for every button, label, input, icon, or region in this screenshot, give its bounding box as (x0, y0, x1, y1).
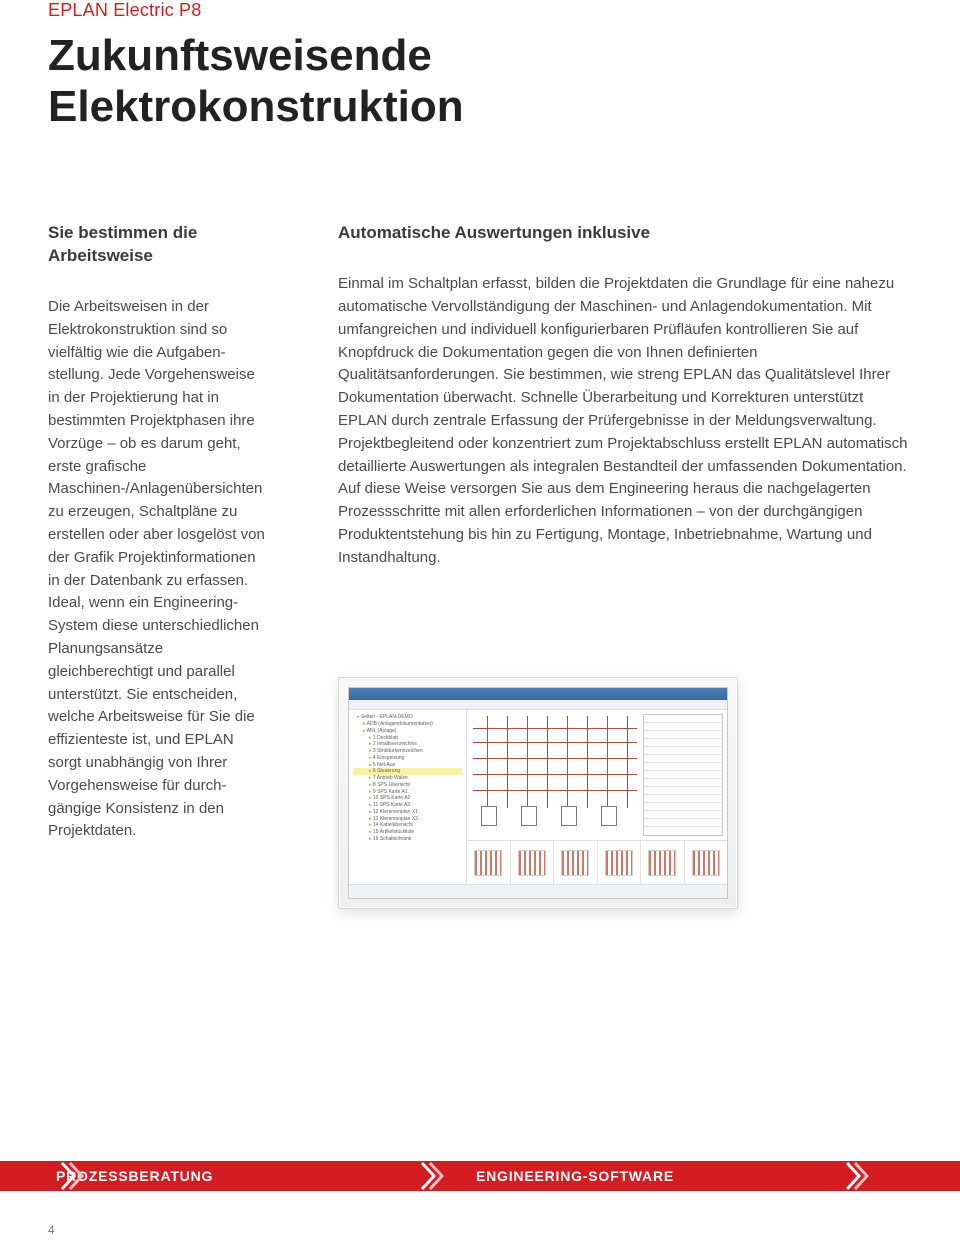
footer-segment-2: ENGINEERING-SOFTWARE (420, 1161, 840, 1191)
schematic-hline (473, 742, 637, 743)
report-row (644, 819, 722, 827)
report-row (644, 763, 722, 771)
tree-node: 6 Steuerung (353, 768, 462, 775)
report-row (644, 723, 722, 731)
right-subhead: Automatische Auswertungen inklusive (338, 222, 912, 245)
schematic-component (601, 806, 617, 826)
tree-node: ANL (Anlage) (353, 728, 462, 735)
tree-node: 9 SPS Karte A1 (353, 789, 462, 796)
thumbnail-cell (641, 841, 685, 884)
screenshot-body: Seiten - EPLAN-DEMOADB (Anlagendokumenta… (349, 710, 727, 884)
page-thumbnail (692, 850, 720, 876)
screenshot-main (467, 710, 727, 884)
schematic-component (521, 806, 537, 826)
report-row (644, 803, 722, 811)
tree-node: 4 Einspeisung (353, 755, 462, 762)
thumbnail-cell (598, 841, 642, 884)
tree-node: 7 Antrieb Walze (353, 775, 462, 782)
report-row (644, 787, 722, 795)
screenshot-window: Seiten - EPLAN-DEMOADB (Anlagendokumenta… (348, 687, 728, 899)
page-thumbnail (474, 850, 502, 876)
screenshot-navigator-tree: Seiten - EPLAN-DEMOADB (Anlagendokumenta… (349, 710, 467, 884)
schematic-vline (547, 716, 548, 808)
schematic-vline (507, 716, 508, 808)
headline-line-1: Zukunftsweisende (48, 31, 432, 80)
footer-band: PROZESSBERATUNG ENGINEERING-SOFTWARE (0, 1161, 960, 1191)
product-name: EPLAN Electric P8 (48, 0, 912, 21)
tree-node: 3 Strukturkennzeichen (353, 748, 462, 755)
thumbnail-cell (511, 841, 555, 884)
page: EPLAN Electric P8 Zukunftsweisende Elekt… (0, 0, 960, 1251)
thumbnail-cell (554, 841, 598, 884)
tree-node: 1 Deckblatt (353, 735, 462, 742)
screenshot-toolbar (349, 700, 727, 710)
page-thumbnail (518, 850, 546, 876)
tree-node: 5 Not-Aus (353, 762, 462, 769)
content-columns: Sie bestimmen die Arbeitsweise Die Arbei… (48, 222, 912, 909)
report-row (644, 739, 722, 747)
tree-node: 11 SPS Karte A3 (353, 802, 462, 809)
software-screenshot: Seiten - EPLAN-DEMOADB (Anlagendokumenta… (338, 677, 738, 909)
tree-node: 15 Artikelstückliste (353, 829, 462, 836)
schematic-vline (607, 716, 608, 808)
right-body: Einmal im Schaltplan erfasst, bilden die… (338, 273, 912, 569)
schematic-vline (567, 716, 568, 808)
schematic-hline (473, 790, 637, 791)
page-number: 4 (48, 1223, 55, 1237)
left-column: Sie bestimmen die Arbeitsweise Die Arbei… (48, 222, 270, 909)
schematic-vline (627, 716, 628, 808)
tree-node: 10 SPS Karte A2 (353, 795, 462, 802)
page-headline: Zukunftsweisende Elektrokonstruktion (48, 31, 912, 132)
tree-node: 2 Inhaltsverzeichnis (353, 741, 462, 748)
tree-node: ADB (Anlagendokumentation) (353, 721, 462, 728)
tree-node: 8 SPS-Übersicht (353, 782, 462, 789)
page-thumbnail (605, 850, 633, 876)
screenshot-report-table (643, 714, 723, 836)
schematic-component (561, 806, 577, 826)
schematic-vline (487, 716, 488, 808)
report-row (644, 755, 722, 763)
tree-node: 16 Schaltschrank (353, 836, 462, 843)
tree-node: Seiten - EPLAN-DEMO (353, 714, 462, 721)
report-row (644, 747, 722, 755)
schematic-hline (473, 758, 637, 759)
report-row (644, 779, 722, 787)
right-column: Automatische Auswertungen inklusive Einm… (338, 222, 912, 909)
page-thumbnail (561, 850, 589, 876)
report-row (644, 811, 722, 819)
report-row (644, 771, 722, 779)
schematic-hline (473, 774, 637, 775)
thumbnail-cell (685, 841, 728, 884)
tree-node: 14 Kabelübersicht (353, 822, 462, 829)
page-thumbnail (648, 850, 676, 876)
schematic-hline (473, 728, 637, 729)
thumbnail-cell (467, 841, 511, 884)
schematic-vline (527, 716, 528, 808)
footer-segment-1: PROZESSBERATUNG (0, 1161, 420, 1191)
footer-label-1: PROZESSBERATUNG (56, 1168, 213, 1184)
screenshot-page-thumbnails (467, 840, 727, 884)
screenshot-statusbar (349, 884, 727, 898)
footer-label-2: ENGINEERING-SOFTWARE (476, 1168, 674, 1184)
headline-line-2: Elektrokonstruktion (48, 82, 464, 131)
chevron-right-icon (845, 1161, 871, 1191)
tree-node: 13 Klemmenplan X2 (353, 816, 462, 823)
schematic-vline (587, 716, 588, 808)
screenshot-schematic (467, 710, 727, 840)
tree-node: 12 Klemmenplan X1 (353, 809, 462, 816)
left-subhead: Sie bestimmen die Arbeitsweise (48, 222, 270, 268)
report-row (644, 795, 722, 803)
left-body: Die Arbeitsweisen in der Elektrokonstruk… (48, 296, 270, 843)
screenshot-titlebar (349, 688, 727, 700)
report-row (644, 715, 722, 723)
schematic-component (481, 806, 497, 826)
report-row (644, 731, 722, 739)
